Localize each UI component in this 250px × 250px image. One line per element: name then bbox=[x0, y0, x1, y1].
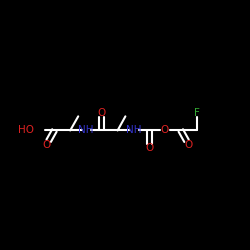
Text: NH: NH bbox=[126, 126, 141, 136]
Text: HO: HO bbox=[18, 126, 34, 136]
Text: F: F bbox=[194, 108, 200, 118]
Text: O: O bbox=[161, 126, 169, 136]
Text: O: O bbox=[145, 143, 153, 153]
Text: NH: NH bbox=[78, 126, 94, 136]
Text: O: O bbox=[98, 108, 106, 118]
Text: O: O bbox=[185, 140, 193, 150]
Text: O: O bbox=[42, 140, 50, 150]
